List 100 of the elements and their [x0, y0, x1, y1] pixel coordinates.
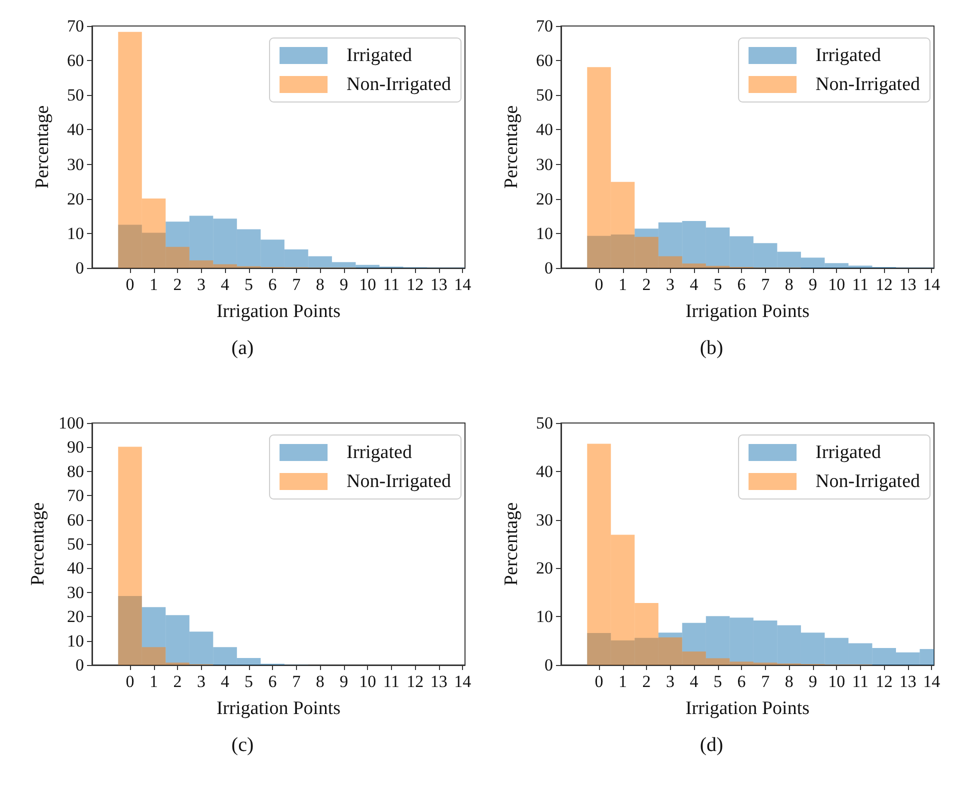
y-tick-label: 60	[536, 51, 553, 70]
x-tick-label: 4	[690, 672, 699, 691]
y-tick-label: 90	[67, 438, 84, 457]
y-tick-label: 70	[67, 486, 84, 506]
y-axis-title: Percentage	[501, 105, 522, 189]
x-tick-label: 1	[150, 275, 158, 294]
y-tick-label: 30	[67, 154, 84, 174]
x-axis-title: Irrigation Points	[685, 698, 810, 719]
x-tick-label: 2	[642, 672, 651, 691]
y-tick-label: 0	[76, 656, 84, 674]
x-tick-label: 13	[899, 672, 916, 691]
y-tick-label: 30	[536, 510, 553, 530]
legend-label: Irrigated	[816, 45, 882, 66]
x-tick-label: 10	[359, 275, 376, 294]
legend-label: Non-Irrigated	[346, 74, 452, 95]
x-axis-title: Irrigation Points	[216, 698, 341, 719]
x-tick-label: 7	[761, 275, 770, 294]
x-tick-label: 5	[714, 672, 722, 691]
x-tick-label: 6	[268, 672, 277, 691]
x-axis-title: Irrigation Points	[216, 301, 341, 322]
x-tick-label: 11	[852, 672, 869, 691]
y-tick-label: 0	[544, 656, 553, 674]
y-tick-label: 10	[536, 224, 553, 243]
y-tick-label: 10	[536, 607, 553, 626]
y-tick-label: 0	[76, 258, 84, 278]
x-tick-label: 7	[761, 672, 770, 691]
x-tick-label: 12	[406, 275, 424, 294]
x-tick-label: 9	[340, 672, 348, 691]
x-tick-label: 10	[828, 672, 846, 691]
x-tick-label: 10	[828, 275, 846, 294]
x-tick-label: 5	[714, 275, 722, 294]
text: (d)	[700, 734, 724, 756]
x-tick-label: 3	[197, 672, 206, 691]
x-tick-label: 9	[808, 672, 818, 691]
x-tick-label: 4	[220, 275, 230, 294]
x-tick-label: 9	[808, 275, 818, 294]
x-tick-label: 14	[454, 672, 472, 691]
legend-label: Non-Irrigated	[346, 471, 452, 492]
x-tick-label: 12	[406, 672, 424, 691]
text: (c)	[231, 734, 254, 756]
y-tick-label: 70	[536, 16, 553, 36]
x-tick-label: 6	[737, 672, 746, 691]
y-tick-label: 60	[67, 510, 84, 530]
legend-label: Non-Irrigated	[816, 471, 920, 492]
x-tick-label: 13	[899, 275, 916, 294]
y-tick-label: 40	[536, 462, 553, 481]
x-tick-label: 11	[852, 275, 869, 294]
y-tick-label: 20	[67, 189, 84, 208]
x-tick-label: 5	[244, 672, 254, 691]
y-tick-label: 80	[67, 462, 84, 481]
y-tick-label: 100	[58, 414, 84, 432]
y-tick-label: 40	[67, 558, 84, 578]
x-tick-label: 8	[784, 672, 794, 691]
y-tick-label: 50	[67, 534, 84, 554]
x-tick-label: 6	[268, 275, 277, 294]
x-tick-label: 0	[126, 275, 134, 294]
y-tick-label: 20	[536, 558, 553, 578]
y-axis-title: Percentage	[32, 105, 53, 189]
x-tick-label: 14	[923, 672, 941, 691]
y-tick-label: 0	[544, 258, 553, 278]
y-tick-label: 20	[67, 607, 84, 626]
x-tick-label: 2	[173, 672, 182, 691]
y-tick-label: 40	[67, 120, 84, 140]
x-tick-label: 0	[594, 275, 604, 294]
x-tick-label: 0	[126, 672, 134, 691]
x-tick-label: 2	[173, 275, 182, 294]
y-tick-label: 30	[536, 154, 553, 174]
x-tick-label: 11	[383, 275, 400, 294]
x-tick-label: 4	[690, 275, 699, 294]
x-tick-label: 6	[737, 275, 746, 294]
x-tick-label: 8	[784, 275, 794, 294]
y-tick-label: 40	[536, 120, 553, 140]
x-tick-label: 3	[666, 275, 675, 294]
legend-label: Irrigated	[816, 442, 882, 463]
x-tick-label: 8	[316, 275, 324, 294]
x-tick-label: 13	[430, 672, 448, 691]
y-tick-label: 30	[67, 582, 84, 602]
y-tick-label: 10	[67, 224, 84, 243]
y-tick-label: 10	[67, 631, 84, 650]
x-tick-label: 4	[220, 672, 230, 691]
y-tick-label: 20	[536, 189, 553, 208]
x-tick-label: 8	[316, 672, 324, 691]
x-tick-label: 2	[642, 275, 651, 294]
x-tick-label: 5	[244, 275, 254, 294]
text: (a)	[231, 337, 254, 359]
x-tick-label: 14	[923, 275, 941, 294]
x-tick-label: 1	[618, 275, 628, 294]
x-tick-label: 14	[454, 275, 472, 294]
y-tick-label: 60	[67, 51, 84, 70]
legend-label: Non-Irrigated	[816, 74, 920, 95]
x-tick-label: 3	[197, 275, 206, 294]
y-tick-label: 50	[536, 414, 553, 432]
x-axis-title: Irrigation Points	[685, 301, 810, 322]
x-tick-label: 12	[876, 275, 893, 294]
legend-label: Irrigated	[346, 442, 412, 463]
x-tick-label: 1	[150, 672, 158, 691]
legend-label: Irrigated	[346, 45, 412, 66]
x-tick-label: 13	[430, 275, 448, 294]
x-tick-label: 11	[383, 672, 400, 691]
text: (b)	[700, 337, 724, 359]
